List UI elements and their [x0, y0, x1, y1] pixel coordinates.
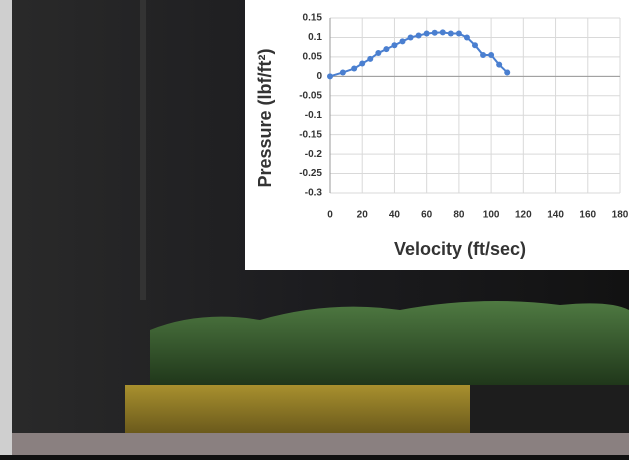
left-edge — [0, 0, 12, 455]
y-tick-label: -0.2 — [305, 149, 323, 160]
data-point — [351, 65, 358, 72]
y-tick-label: -0.25 — [299, 168, 322, 179]
frame-post — [140, 0, 146, 300]
data-point — [367, 55, 374, 62]
y-tick-label: -0.1 — [305, 110, 323, 121]
data-point — [359, 60, 366, 67]
y-tick-label: 0.15 — [303, 13, 323, 24]
data-point — [423, 30, 430, 37]
x-tick-label: 160 — [579, 210, 596, 221]
data-point — [407, 34, 414, 41]
data-point — [439, 29, 446, 36]
data-point — [504, 69, 511, 76]
data-point — [375, 50, 382, 56]
x-tick-label: 120 — [515, 210, 532, 221]
data-point — [415, 32, 422, 39]
x-tick-label: 20 — [357, 210, 369, 221]
dark-block — [470, 385, 629, 433]
x-tick-label: 0 — [327, 210, 333, 221]
chart: Velocity (ft/sec) Pressure (lbf/ft²) 0.1… — [255, 13, 629, 259]
x-axis-title: Velocity (ft/sec) — [394, 239, 526, 259]
data-point — [455, 30, 462, 37]
data-point — [339, 69, 346, 76]
y-tick-label: -0.3 — [305, 188, 323, 199]
grass — [150, 301, 629, 390]
yellow-block — [125, 385, 470, 433]
x-tick-label: 140 — [547, 210, 564, 221]
x-tick-label: 80 — [453, 210, 465, 221]
data-point — [472, 42, 478, 49]
y-tick-label: -0.05 — [299, 90, 322, 101]
x-tick-label: 40 — [389, 210, 401, 221]
y-tick-label: 0 — [316, 71, 322, 82]
data-point — [447, 30, 454, 37]
data-point — [391, 42, 398, 49]
y-tick-label: -0.15 — [299, 129, 322, 140]
y-tick-label: 0.05 — [303, 52, 323, 63]
data-line — [329, 31, 508, 78]
x-tick-label: 180 — [612, 210, 629, 221]
data-point — [327, 73, 333, 80]
y-axis-title: Pressure (lbf/ft²) — [255, 48, 275, 187]
data-point — [463, 34, 470, 41]
x-tick-label: 100 — [483, 210, 500, 221]
y-tick-label: 0.1 — [308, 32, 322, 43]
data-point — [383, 46, 390, 53]
data-point — [496, 61, 503, 68]
data-point — [480, 51, 487, 58]
data-point — [431, 29, 438, 36]
data-point — [399, 38, 406, 45]
data-point — [488, 51, 495, 58]
rail — [12, 433, 629, 455]
x-tick-label: 60 — [421, 210, 433, 221]
